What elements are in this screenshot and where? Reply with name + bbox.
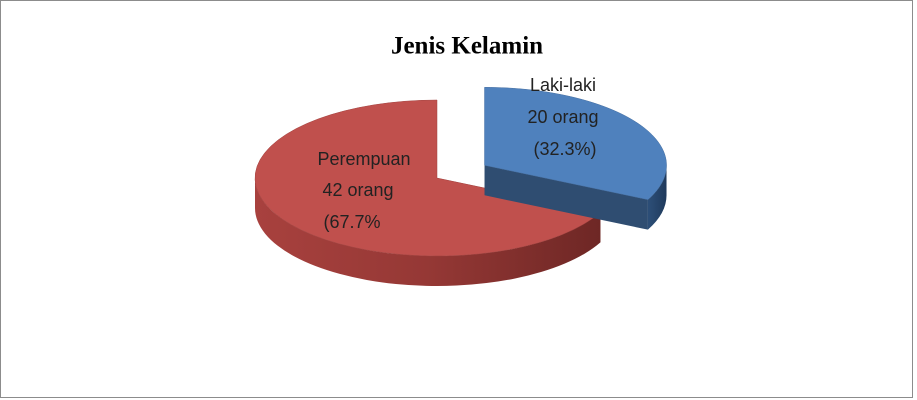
percent-label: (32.3%) [533,139,596,159]
slice [254,99,601,257]
chart-title: Jenis Kelamin [391,33,543,60]
value-label: 42 orang [322,180,393,200]
slice [484,87,667,200]
category-label: Perempuan [317,149,410,169]
category-label: Laki-laki [530,75,596,95]
slice-wall [484,165,648,230]
slice-side [647,165,667,230]
slice-side [255,178,601,287]
percent-label: (67.7% [323,212,380,232]
value-label: 20 orang [527,107,598,127]
